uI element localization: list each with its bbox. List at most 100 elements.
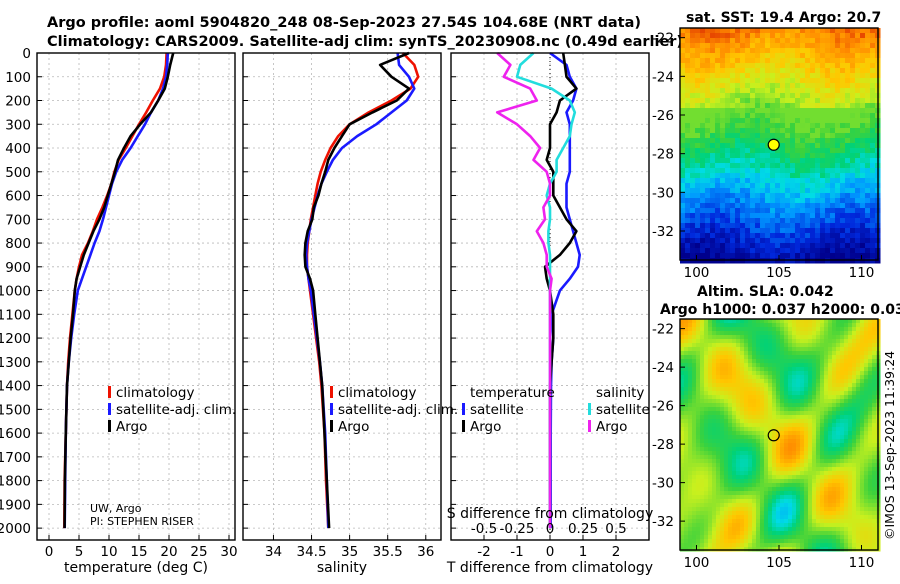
map-pixel bbox=[688, 347, 693, 352]
map-pixel bbox=[680, 253, 686, 259]
map-pixel bbox=[730, 233, 736, 239]
map-pixel bbox=[845, 28, 851, 34]
map-pixel bbox=[840, 471, 845, 476]
map-pixel bbox=[760, 523, 765, 528]
map-pixel bbox=[776, 415, 781, 420]
map-pixel bbox=[732, 379, 737, 384]
pi-note: PI: STEPHEN RISER bbox=[90, 515, 194, 528]
map-pixel bbox=[775, 78, 781, 84]
map-pixel bbox=[796, 331, 801, 336]
map-pixel bbox=[720, 355, 725, 360]
map-pixel bbox=[850, 133, 856, 139]
map-pixel bbox=[804, 351, 809, 356]
map-pixel bbox=[852, 435, 857, 440]
map-pixel bbox=[828, 395, 833, 400]
map-pixel bbox=[720, 523, 725, 528]
map-pixel bbox=[852, 391, 857, 396]
map-pixel bbox=[852, 367, 857, 372]
map-pixel bbox=[805, 233, 811, 239]
map-pixel bbox=[788, 323, 793, 328]
map-pixel bbox=[805, 113, 811, 119]
map-pixel bbox=[720, 343, 725, 348]
map-pixel bbox=[745, 193, 751, 199]
map-pixel bbox=[768, 407, 773, 412]
map-pixel bbox=[716, 399, 721, 404]
map-pixel bbox=[788, 543, 793, 548]
map-pixel bbox=[792, 427, 797, 432]
map-pixel bbox=[720, 238, 726, 244]
map-pixel bbox=[848, 383, 853, 388]
map-pixel bbox=[684, 371, 689, 376]
map-pixel bbox=[825, 173, 831, 179]
map-pixel bbox=[748, 391, 753, 396]
map-pixel bbox=[736, 323, 741, 328]
map-pixel bbox=[684, 467, 689, 472]
map-pixel bbox=[870, 233, 876, 239]
map-pixel bbox=[708, 403, 713, 408]
map-pixel bbox=[725, 213, 731, 219]
map-pixel bbox=[800, 198, 806, 204]
map-pixel bbox=[795, 73, 801, 79]
map-pixel bbox=[710, 93, 716, 99]
map-pixel bbox=[755, 93, 761, 99]
map-pixel bbox=[796, 539, 801, 544]
map-pixel bbox=[784, 439, 789, 444]
map-pixel bbox=[710, 208, 716, 214]
map-pixel bbox=[795, 258, 801, 264]
map-pixel bbox=[850, 243, 856, 249]
map-pixel bbox=[800, 233, 806, 239]
map-pixel bbox=[695, 28, 701, 34]
map-pixel bbox=[708, 483, 713, 488]
map-pixel bbox=[705, 193, 711, 199]
map-pixel bbox=[708, 539, 713, 544]
depth-tick-label: 800 bbox=[5, 236, 31, 252]
map-pixel bbox=[840, 158, 846, 164]
map-pixel bbox=[716, 359, 721, 364]
map-pixel bbox=[704, 527, 709, 532]
map-pixel bbox=[765, 253, 771, 259]
map-pixel bbox=[770, 103, 776, 109]
map-pixel bbox=[785, 188, 791, 194]
map-pixel bbox=[692, 327, 697, 332]
map-pixel bbox=[864, 339, 869, 344]
map-pixel bbox=[844, 383, 849, 388]
map-pixel bbox=[828, 435, 833, 440]
map-pixel bbox=[860, 423, 865, 428]
map-pixel bbox=[700, 148, 706, 154]
map-pixel bbox=[775, 178, 781, 184]
map-pixel bbox=[852, 443, 857, 448]
map-pixel bbox=[696, 423, 701, 428]
map-pixel bbox=[705, 93, 711, 99]
map-pixel bbox=[816, 519, 821, 524]
map-pixel bbox=[872, 519, 877, 524]
map-pixel bbox=[704, 351, 709, 356]
map-pixel bbox=[845, 148, 851, 154]
map-pixel bbox=[725, 108, 731, 114]
map-pixel bbox=[852, 327, 857, 332]
map-pixel bbox=[845, 83, 851, 89]
map-pixel bbox=[765, 133, 771, 139]
x-tick-label: 1 bbox=[579, 544, 588, 560]
map-pixel bbox=[804, 391, 809, 396]
map-pixel bbox=[728, 519, 733, 524]
map-pixel bbox=[830, 73, 836, 79]
map-pixel bbox=[845, 183, 851, 189]
map-pixel bbox=[700, 455, 705, 460]
map-pixel bbox=[868, 471, 873, 476]
map-pixel bbox=[800, 399, 805, 404]
map-pixel bbox=[760, 53, 766, 59]
map-pixel bbox=[716, 487, 721, 492]
map-pixel bbox=[768, 355, 773, 360]
map-pixel bbox=[750, 148, 756, 154]
map-pixel bbox=[816, 439, 821, 444]
map-pixel bbox=[760, 128, 766, 134]
map-pixel bbox=[748, 491, 753, 496]
map-pixel bbox=[696, 479, 701, 484]
map-pixel bbox=[732, 367, 737, 372]
map-pixel bbox=[865, 188, 871, 194]
map-pixel bbox=[760, 431, 765, 436]
map-pixel bbox=[810, 173, 816, 179]
map-pixel bbox=[752, 467, 757, 472]
map-pixel bbox=[764, 507, 769, 512]
map-pixel bbox=[744, 399, 749, 404]
